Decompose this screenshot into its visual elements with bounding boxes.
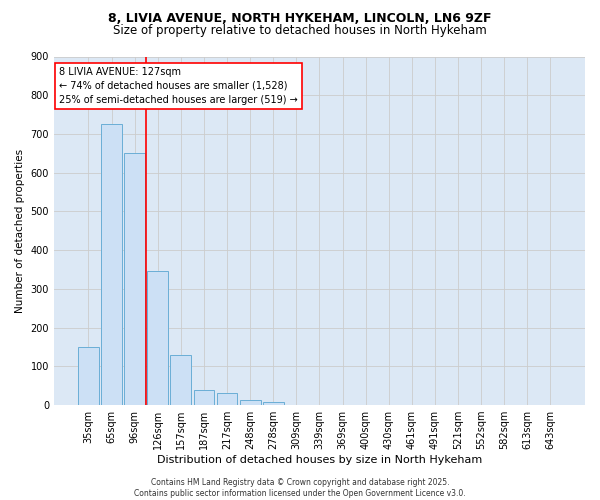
Bar (148, 272, 168, 405)
Text: 8, LIVIA AVENUE, NORTH HYKEHAM, LINCOLN, LN6 9ZF: 8, LIVIA AVENUE, NORTH HYKEHAM, LINCOLN,… (108, 12, 492, 26)
Bar (263, 402, 284, 405)
Text: Contains HM Land Registry data © Crown copyright and database right 2025.
Contai: Contains HM Land Registry data © Crown c… (134, 478, 466, 498)
Bar (170, 354, 191, 405)
Bar (101, 124, 122, 405)
Bar (240, 400, 260, 405)
Bar (124, 154, 145, 405)
Text: Size of property relative to detached houses in North Hykeham: Size of property relative to detached ho… (113, 24, 487, 37)
Bar (217, 394, 238, 405)
Bar (194, 390, 214, 405)
Y-axis label: Number of detached properties: Number of detached properties (15, 148, 25, 313)
X-axis label: Distribution of detached houses by size in North Hykeham: Distribution of detached houses by size … (157, 455, 482, 465)
Bar (78, 347, 99, 405)
Text: 8 LIVIA AVENUE: 127sqm
← 74% of detached houses are smaller (1,528)
25% of semi-: 8 LIVIA AVENUE: 127sqm ← 74% of detached… (59, 67, 298, 105)
